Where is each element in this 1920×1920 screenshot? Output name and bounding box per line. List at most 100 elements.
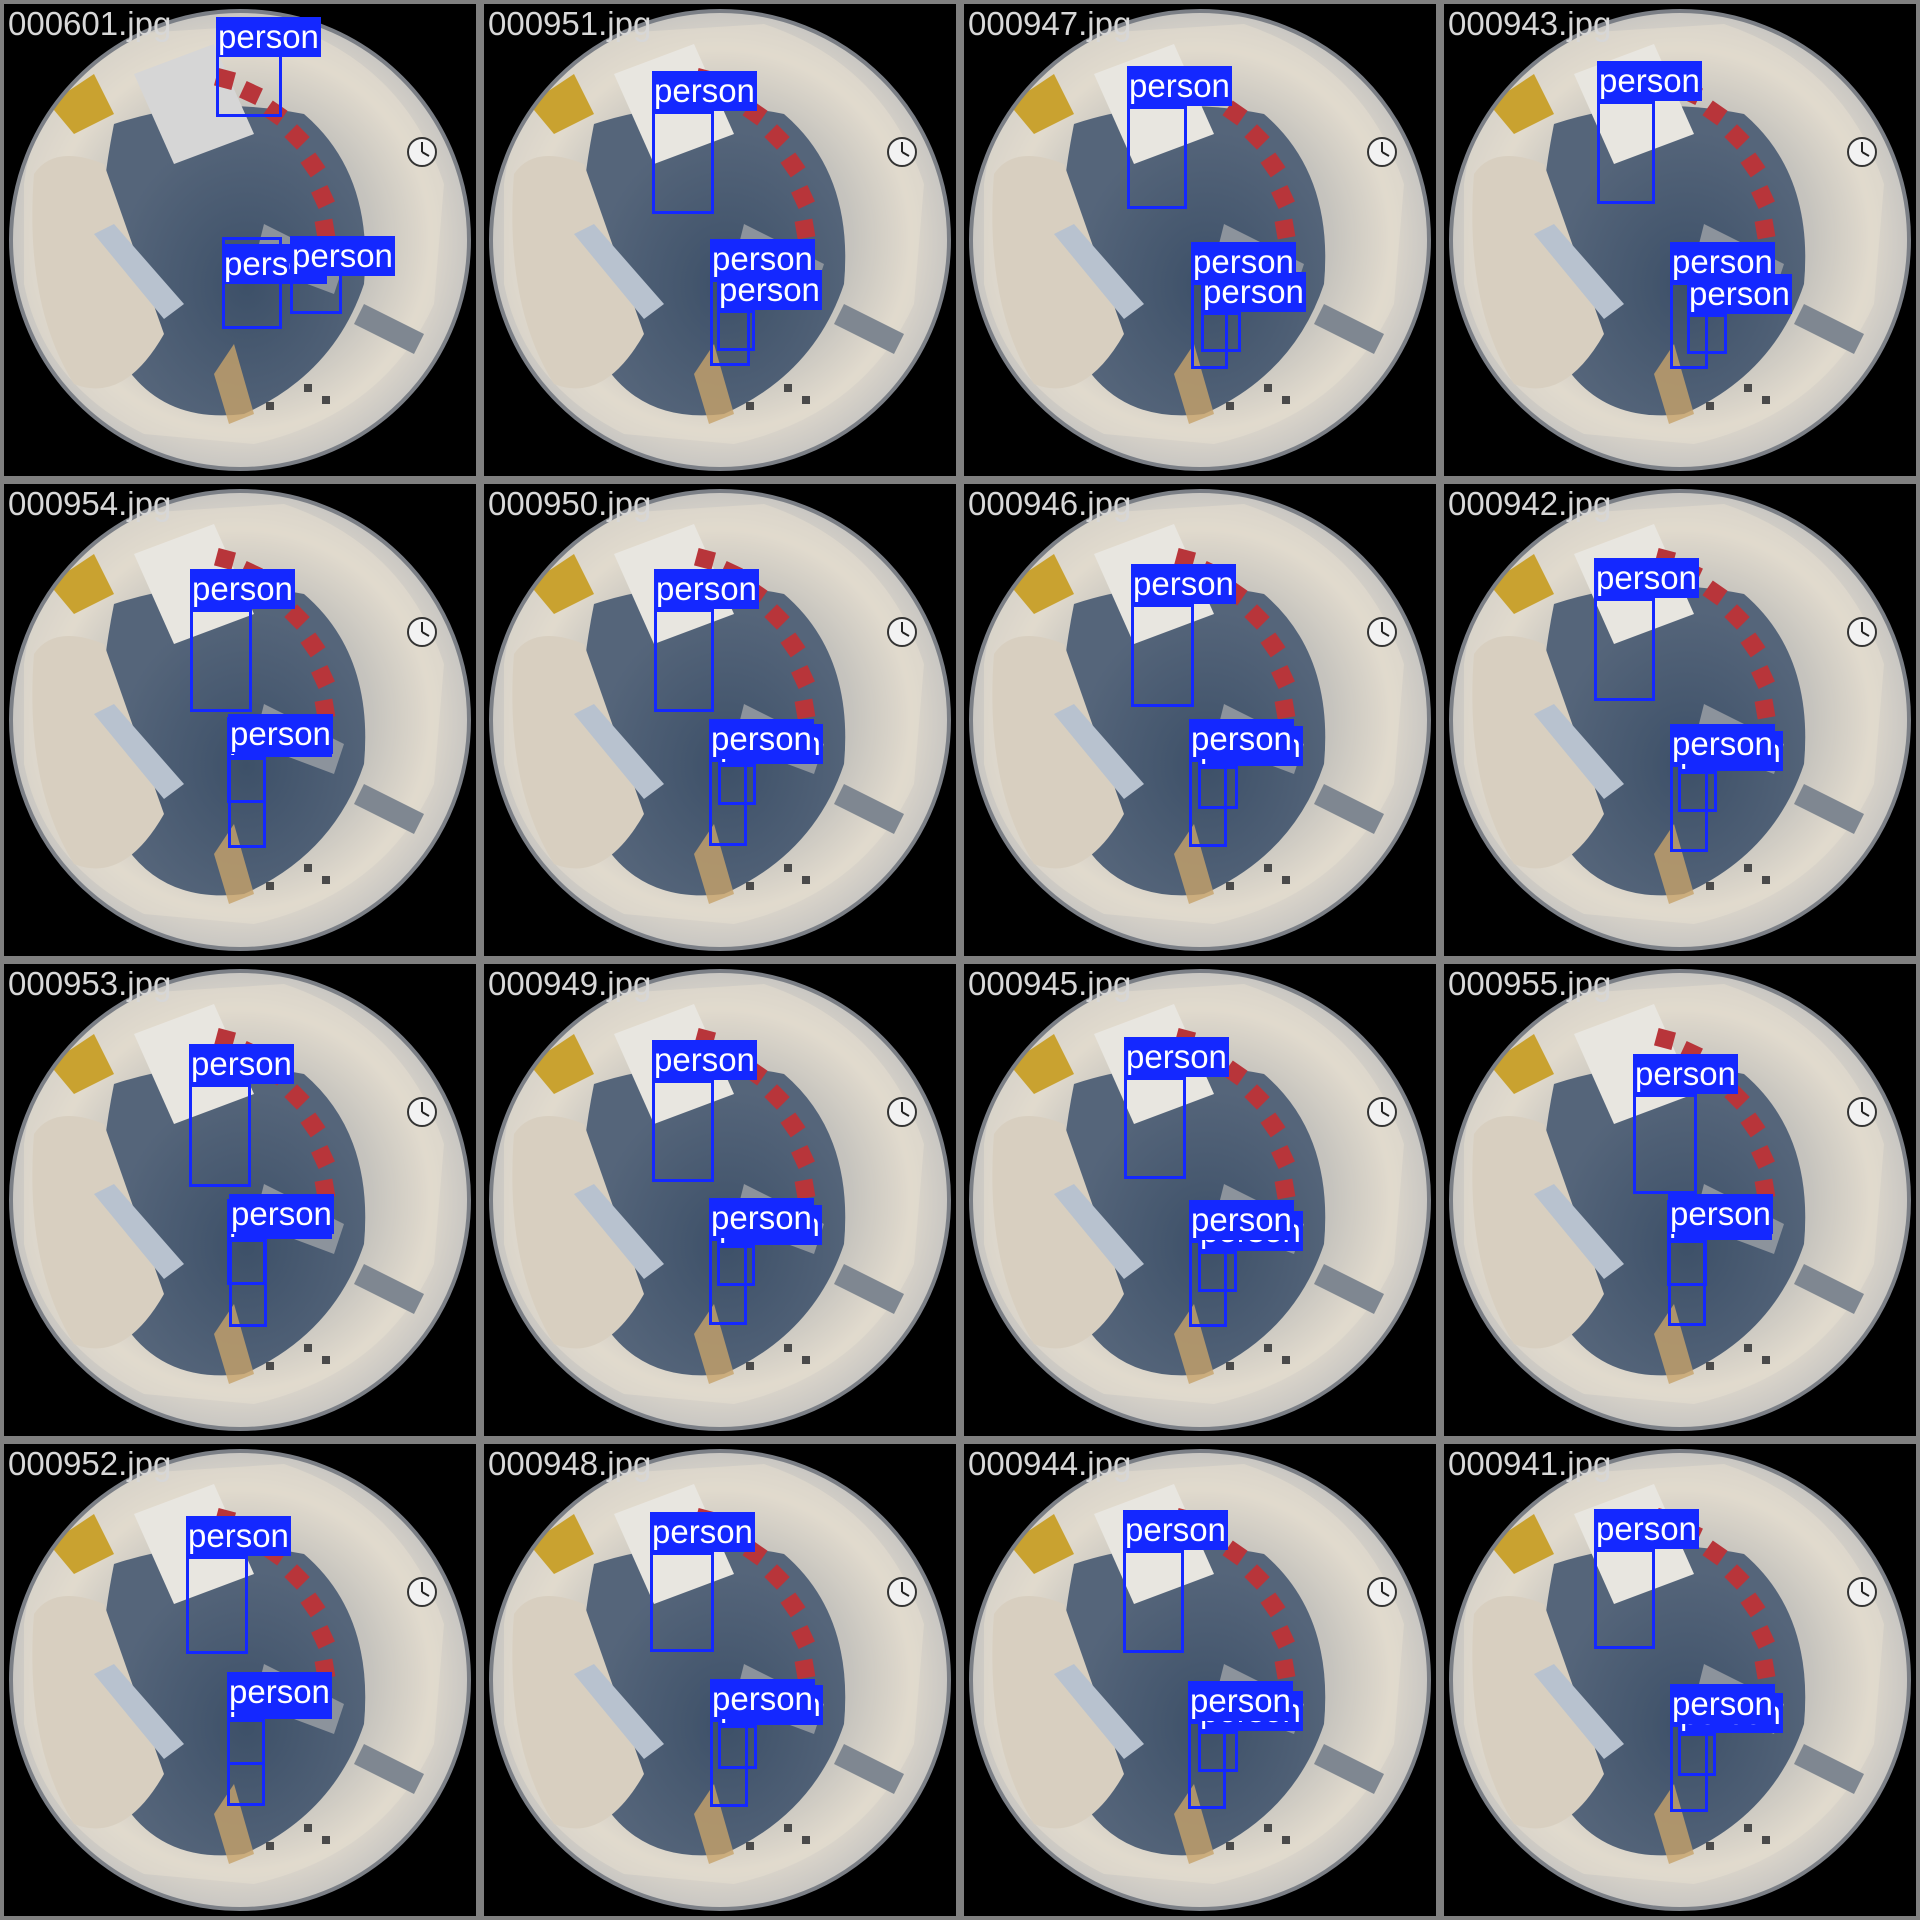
fisheye-scene-image <box>1444 1444 1916 1916</box>
detection-label: person <box>1670 1684 1775 1724</box>
detection-box <box>650 1552 714 1652</box>
image-filename: 000954.jpg <box>8 485 172 522</box>
image-filename: 000945.jpg <box>968 965 1132 1002</box>
detection-label: person <box>1670 724 1775 764</box>
detection-label: person <box>1188 1681 1293 1721</box>
detection-box <box>1670 1724 1708 1812</box>
image-tile: 000601.jpg person person person <box>0 0 480 480</box>
detection-box <box>228 754 266 848</box>
detection-box <box>652 111 714 214</box>
detection-label: person <box>1597 61 1702 101</box>
detection-label: person <box>216 17 321 57</box>
detection-box <box>709 759 747 846</box>
detection-box <box>1678 771 1717 812</box>
detection-box <box>1124 1077 1186 1179</box>
detection-label: person <box>710 1679 815 1719</box>
image-filename: 000955.jpg <box>1448 965 1612 1002</box>
detection-box <box>1198 1251 1237 1292</box>
fisheye-scene-image <box>4 4 476 476</box>
detection-label: person <box>1594 558 1699 598</box>
detection-box <box>709 1238 747 1325</box>
detection-box <box>1198 766 1238 809</box>
detection-box <box>1633 1094 1697 1194</box>
detection-label: person <box>1594 1509 1699 1549</box>
detection-label: person <box>227 1672 332 1712</box>
detection-label: person <box>1123 1510 1228 1550</box>
image-filename: 000947.jpg <box>968 5 1132 42</box>
detection-box <box>189 1084 251 1187</box>
detection-label: person <box>190 569 295 609</box>
detection-label: person <box>1189 1200 1294 1240</box>
detection-box <box>1668 1234 1706 1326</box>
detection-box <box>1123 1550 1184 1653</box>
detection-label: person <box>189 1044 294 1084</box>
detection-label: person <box>1191 242 1296 282</box>
detection-box <box>1189 759 1227 847</box>
detection-box <box>1597 101 1655 204</box>
image-filename: 000949.jpg <box>488 965 652 1002</box>
detection-box <box>718 1725 757 1769</box>
image-filename: 000952.jpg <box>8 1445 172 1482</box>
detection-box <box>1670 764 1708 852</box>
detection-label: person <box>186 1516 291 1556</box>
image-filename: 000951.jpg <box>488 5 652 42</box>
detection-box <box>717 1245 755 1286</box>
detection-box <box>1594 598 1655 701</box>
detection-label: person <box>290 236 395 276</box>
image-tile: 000951.jpg person person person <box>480 0 960 480</box>
detection-box <box>186 1556 248 1654</box>
detection-box <box>1201 312 1241 352</box>
detection-label: person <box>709 1198 814 1238</box>
detection-label: person <box>1668 1194 1773 1234</box>
detection-label: person <box>652 1040 757 1080</box>
image-filename: 000946.jpg <box>968 485 1132 522</box>
fisheye-scene-image <box>964 4 1436 476</box>
detection-label: person <box>1124 1037 1229 1077</box>
detection-box <box>227 1712 265 1806</box>
detection-box <box>718 764 756 805</box>
detection-label: person <box>709 719 814 759</box>
fisheye-scene-image <box>1444 484 1916 956</box>
image-filename: 000601.jpg <box>8 5 172 42</box>
detection-box <box>1131 604 1194 707</box>
detection-label: person <box>650 1512 755 1552</box>
detection-box <box>1189 1240 1227 1327</box>
detection-box <box>652 1080 714 1182</box>
detection-label: person <box>1127 66 1232 106</box>
detection-label: person <box>710 239 815 279</box>
detection-box <box>710 1719 748 1807</box>
detection-label: person <box>1131 564 1236 604</box>
detection-box <box>717 310 755 351</box>
image-tile: 000943.jpg person person person <box>1440 0 1920 480</box>
detection-box <box>190 609 252 712</box>
image-tile: 000947.jpg person person person <box>960 0 1440 480</box>
detection-label: person <box>1670 242 1775 282</box>
image-filename: 000950.jpg <box>488 485 652 522</box>
image-filename: 000944.jpg <box>968 1445 1132 1482</box>
detection-label: person <box>654 569 759 609</box>
detection-label: person <box>652 71 757 111</box>
detection-box <box>1188 1721 1226 1809</box>
detection-label: person <box>228 714 333 754</box>
image-filename: 000948.jpg <box>488 1445 652 1482</box>
detection-box <box>654 609 714 712</box>
image-filename: 000942.jpg <box>1448 485 1612 522</box>
image-filename: 000941.jpg <box>1448 1445 1612 1482</box>
detection-label: person <box>229 1194 334 1234</box>
detection-label: person <box>1633 1054 1738 1094</box>
detection-box <box>1198 1731 1238 1772</box>
detection-box <box>1678 1733 1716 1776</box>
